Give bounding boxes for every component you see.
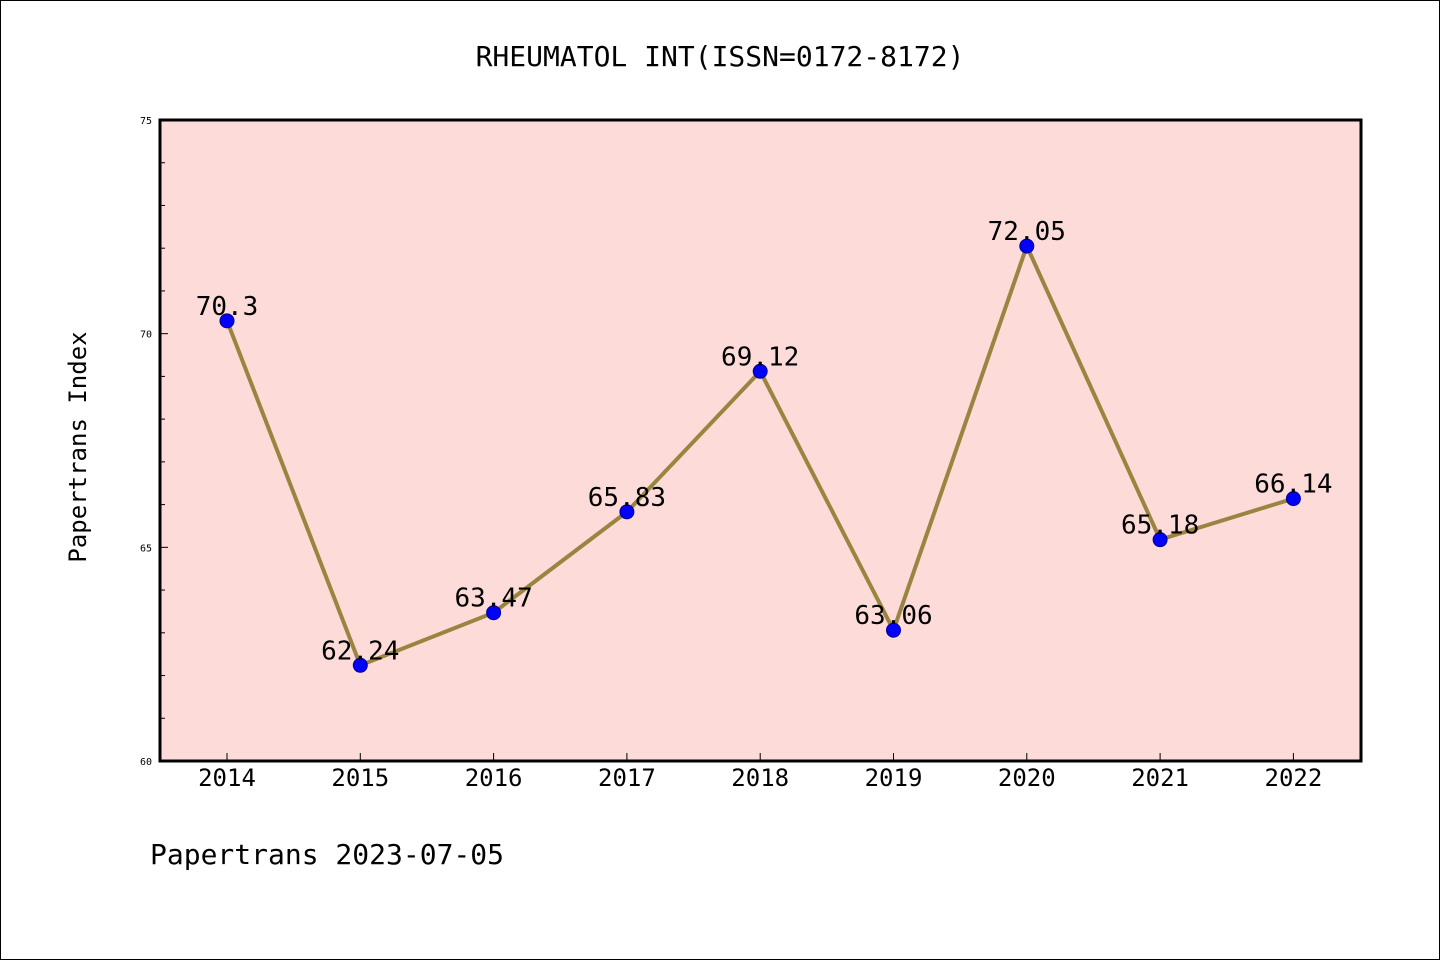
x-tick-label: 2014 bbox=[198, 764, 256, 792]
data-point bbox=[1152, 532, 1168, 548]
data-labels: 70.3 62.24 63.47 65.83 69.12 63.06 72.05 65.18 6… bbox=[196, 217, 1333, 666]
data-label: 62.24 bbox=[321, 636, 399, 666]
plot-area bbox=[158, 118, 1363, 763]
y-axis-ticks: 60 65 70 75 bbox=[140, 116, 168, 768]
y-tick-label: 75 bbox=[140, 116, 152, 127]
x-tick-label: 2019 bbox=[865, 764, 923, 792]
data-label: 65.18 bbox=[1121, 511, 1199, 541]
data-point bbox=[752, 363, 768, 379]
x-tick-label: 2022 bbox=[1265, 764, 1323, 792]
y-tick-label: 60 bbox=[140, 757, 152, 768]
y-tick-label: 70 bbox=[140, 330, 152, 341]
footer-text: Papertrans 2023-07-05 bbox=[150, 838, 504, 871]
data-label: 63.47 bbox=[454, 584, 532, 614]
x-tick-label: 2021 bbox=[1131, 764, 1189, 792]
x-tick-label: 2016 bbox=[465, 764, 523, 792]
y-tick-label: 65 bbox=[140, 543, 152, 554]
data-point bbox=[219, 313, 235, 329]
data-label: 65.83 bbox=[588, 483, 666, 513]
data-point bbox=[352, 657, 368, 673]
x-tick-label: 2020 bbox=[998, 764, 1056, 792]
data-point bbox=[1019, 238, 1035, 254]
data-label: 70.3 bbox=[196, 292, 259, 322]
data-point bbox=[619, 504, 635, 520]
x-axis-ticks: 2014 2015 2016 2017 2018 2019 2020 2021 2022 bbox=[198, 753, 1322, 792]
data-point bbox=[486, 605, 502, 621]
data-point bbox=[1285, 491, 1301, 507]
data-label: 66.14 bbox=[1254, 470, 1332, 500]
data-point bbox=[886, 622, 901, 638]
x-tick-label: 2017 bbox=[598, 764, 656, 792]
x-tick-label: 2015 bbox=[331, 764, 389, 792]
data-label: 72.05 bbox=[988, 217, 1066, 247]
x-tick-label: 2018 bbox=[731, 764, 789, 792]
chart-title: RHEUMATOL INT(ISSN=0172-8172) bbox=[476, 40, 965, 73]
y-axis-label: Papertrans Index bbox=[64, 331, 92, 562]
data-label: 63.06 bbox=[854, 601, 932, 631]
data-points bbox=[219, 238, 1301, 673]
data-label: 69.12 bbox=[721, 342, 799, 372]
